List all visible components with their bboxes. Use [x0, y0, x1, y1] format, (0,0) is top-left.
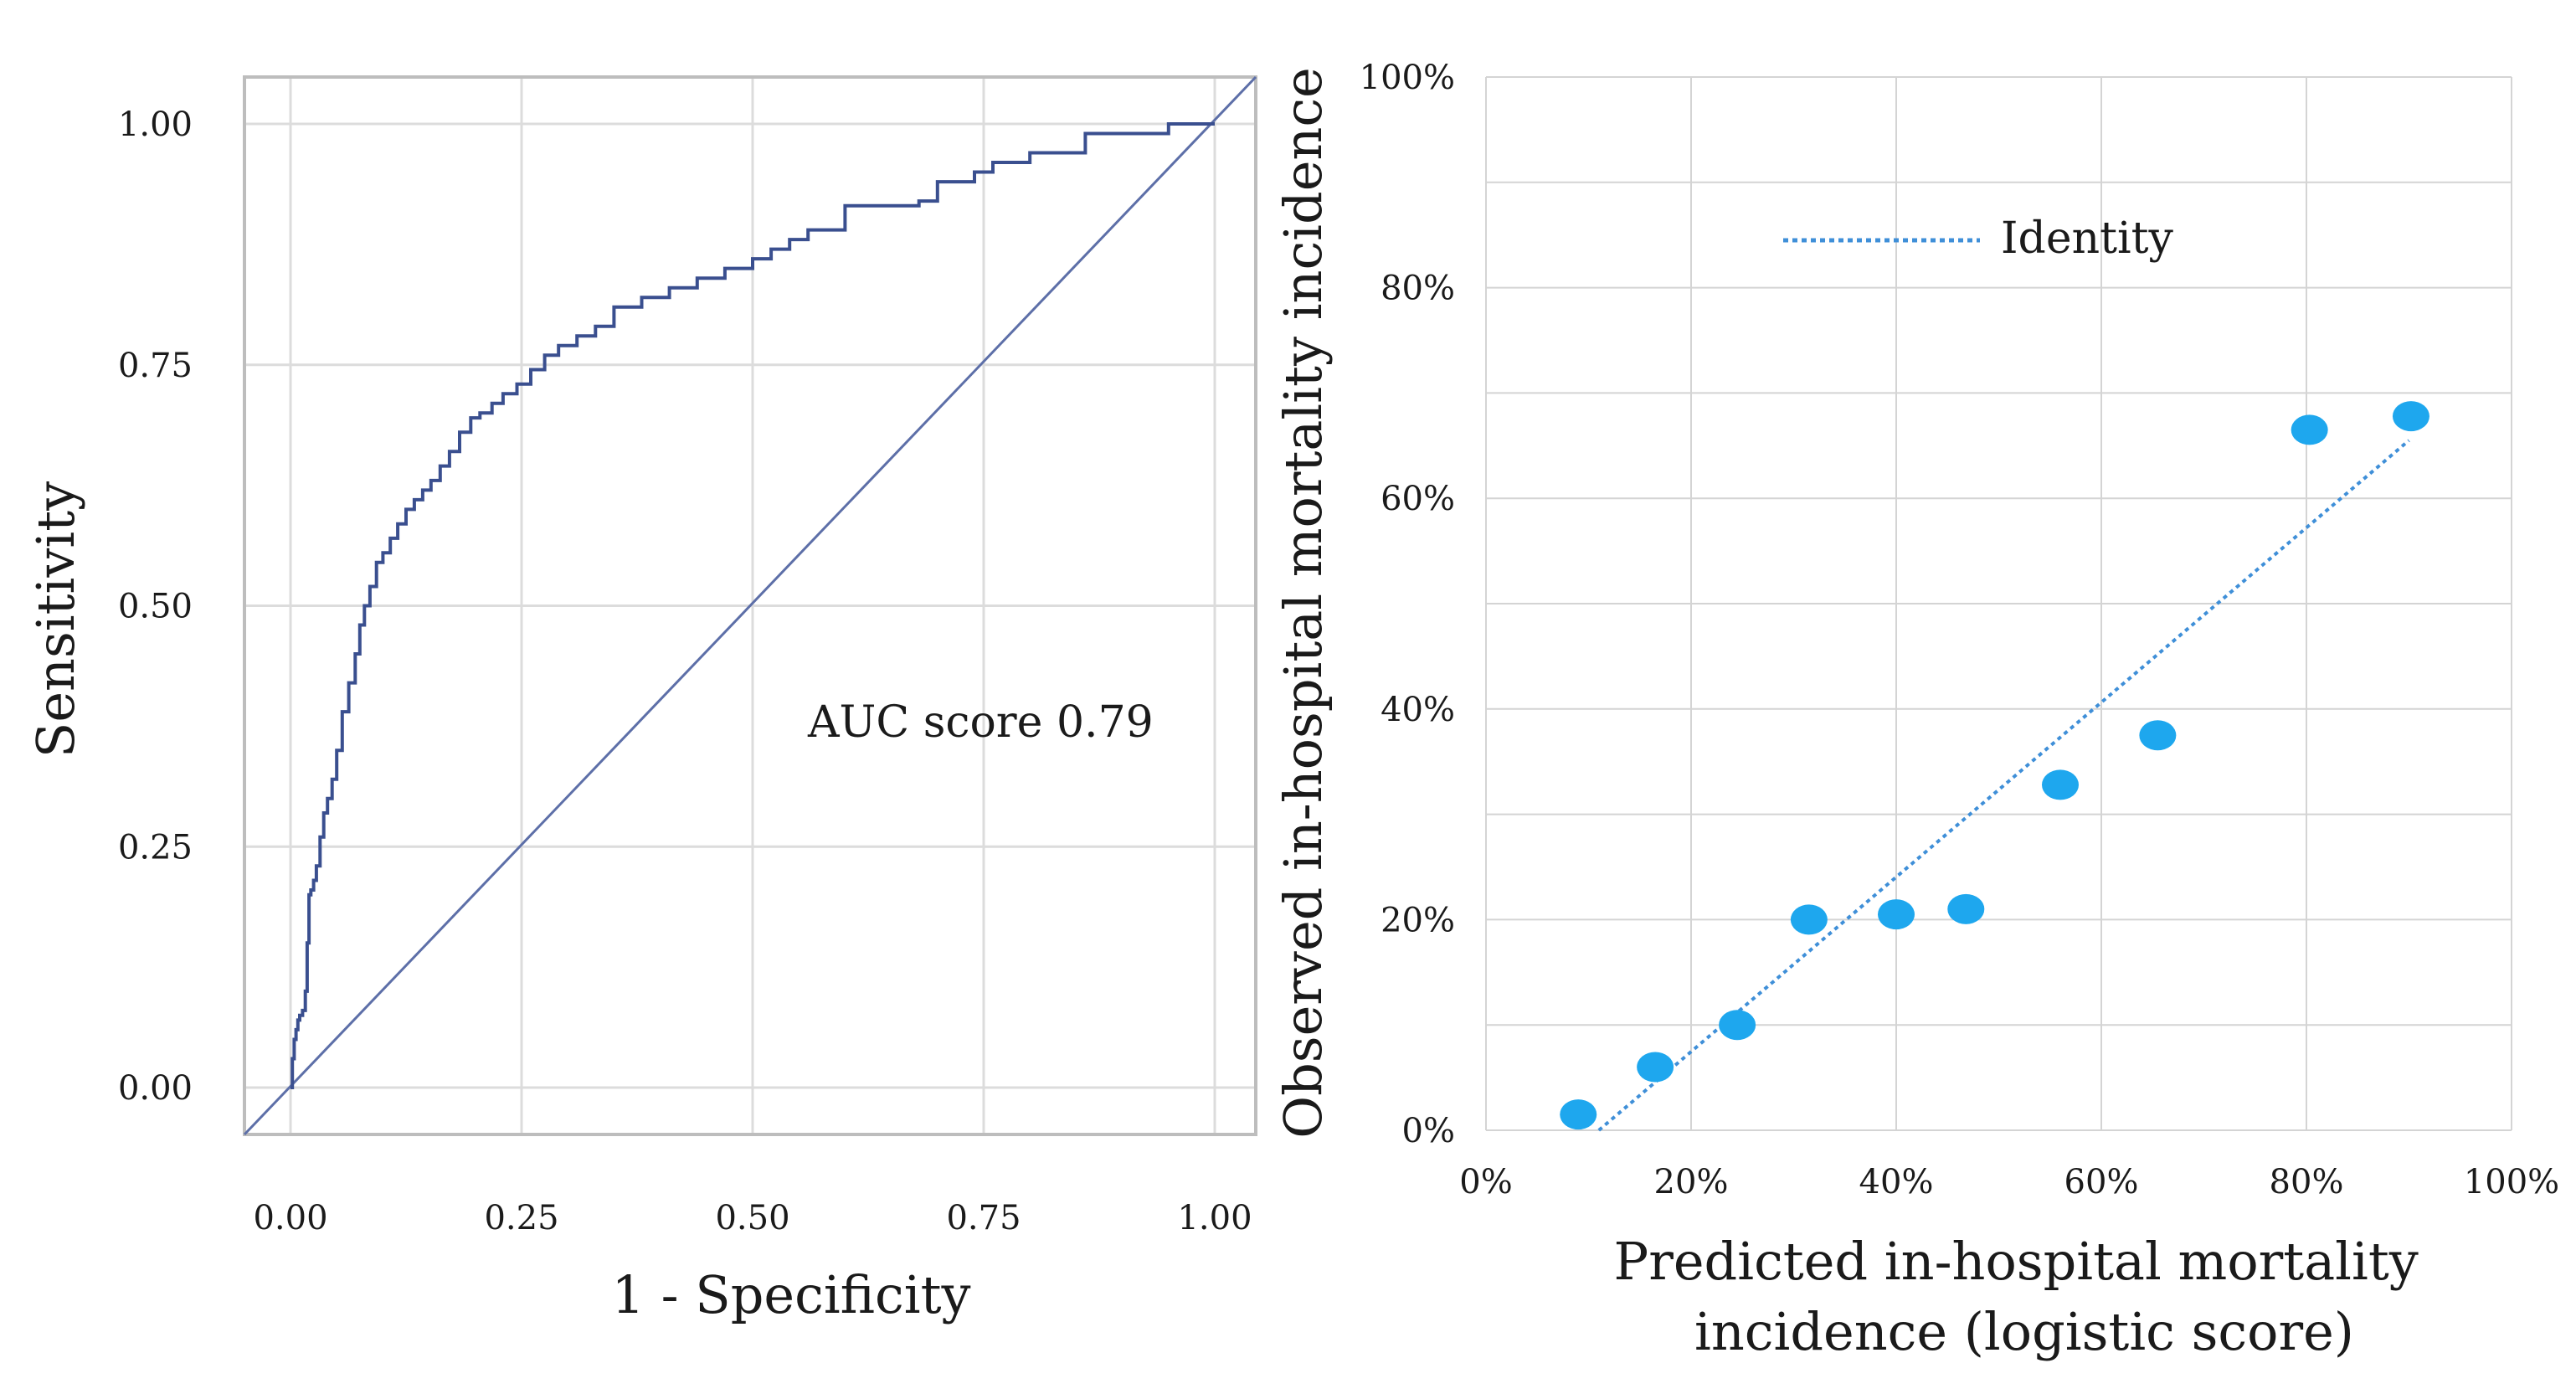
calibration-point — [2291, 414, 2328, 445]
calibration-points — [1560, 401, 2429, 1130]
roc-x-tick-label: 0.75 — [946, 1199, 1021, 1237]
roc-x-tick-label: 0.50 — [715, 1199, 789, 1237]
roc-y-tick-label: 0.25 — [118, 828, 193, 867]
roc-x-tick-label: 1.00 — [1177, 1199, 1252, 1237]
calibration-x-tick-label: 60% — [2064, 1163, 2139, 1201]
calibration-x-axis-title-line-2: incidence (logistic score) — [1694, 1301, 2354, 1362]
legend: Identity — [1783, 213, 2174, 264]
roc-y-tick-label: 0.00 — [118, 1069, 193, 1108]
calibration-point — [1878, 899, 1915, 930]
roc-plot-frame — [243, 75, 1257, 1136]
roc-curve — [291, 122, 1215, 1089]
calibration-grid — [1485, 76, 2512, 1131]
calibration-y-tick-label: 60% — [1381, 480, 1455, 518]
calibration-x-axis-title-line-1: Predicted in-hospital mortality — [1614, 1231, 2419, 1292]
calibration-point — [1719, 1010, 1756, 1041]
roc-chart: 0.00 0.25 0.50 0.75 1.00 0.00 0.25 0.50 0.75 1.0… — [25, 75, 1257, 1325]
calibration-y-tick-label: 20% — [1381, 901, 1455, 939]
calibration-chart: 0% 20% 40% 60% 80% 100% 0% 20% 40% 60% 80% 100% Id… — [1273, 59, 2559, 1362]
calibration-y-tick-label: 80% — [1381, 270, 1455, 308]
calibration-y-tick-labels: 0% 20% 40% 60% 80% 100% — [1360, 59, 1455, 1150]
calibration-point — [1790, 904, 1828, 935]
roc-y-tick-label: 0.75 — [118, 347, 193, 385]
calibration-point — [1637, 1052, 1674, 1083]
roc-y-axis-title: Sensitivity — [25, 481, 86, 758]
roc-x-axis-title: 1 - Specificity — [611, 1264, 970, 1325]
calibration-x-tick-labels: 0% 20% 40% 60% 80% 100% — [1459, 1163, 2559, 1201]
roc-y-tick-label: 1.00 — [118, 105, 193, 144]
calibration-point — [2392, 401, 2429, 432]
calibration-x-tick-label: 100% — [2464, 1163, 2559, 1201]
calibration-y-axis-title: Observed in-hospital mortality incidence — [1273, 67, 1334, 1138]
roc-x-tick-label: 0.00 — [253, 1199, 327, 1237]
roc-y-tick-label: 0.50 — [118, 588, 193, 626]
calibration-x-tick-label: 80% — [2270, 1163, 2344, 1201]
calibration-point — [2042, 769, 2079, 800]
auc-annotation: AUC score 0.79 — [807, 697, 1154, 748]
calibration-x-tick-label: 40% — [1859, 1163, 1934, 1201]
roc-x-tick-labels: 0.00 0.25 0.50 0.75 1.00 — [253, 1199, 1252, 1237]
calibration-y-tick-label: 0% — [1402, 1112, 1455, 1150]
legend-identity-label: Identity — [2001, 213, 2174, 264]
calibration-point — [1560, 1099, 1597, 1130]
calibration-y-tick-label: 40% — [1381, 691, 1455, 729]
calibration-x-tick-label: 20% — [1654, 1163, 1729, 1201]
calibration-y-tick-label: 100% — [1360, 59, 1455, 97]
roc-reference-line — [243, 75, 1257, 1136]
calibration-x-tick-label: 0% — [1459, 1163, 1512, 1201]
roc-x-tick-label: 0.25 — [484, 1199, 558, 1237]
roc-y-tick-labels: 0.00 0.25 0.50 0.75 1.00 — [118, 105, 193, 1108]
calibration-x-axis-title: Predicted in-hospital mortality incidenc… — [1614, 1231, 2435, 1362]
calibration-point — [1947, 893, 1985, 924]
calibration-point — [2139, 720, 2177, 751]
